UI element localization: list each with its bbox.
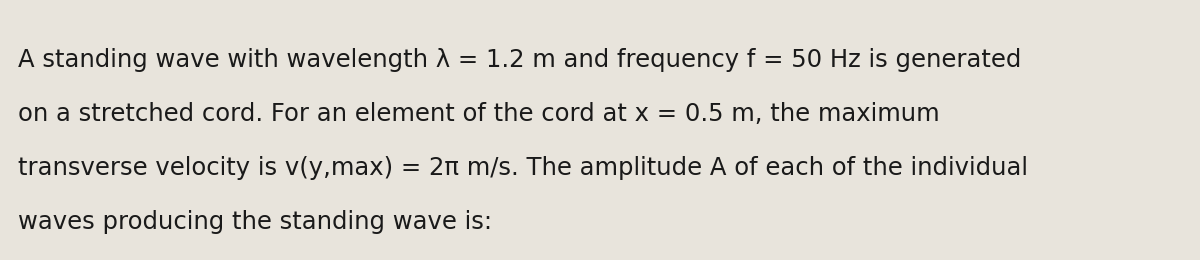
Text: A standing wave with wavelength λ = 1.2 m and frequency f = 50 Hz is generated: A standing wave with wavelength λ = 1.2 … [18,48,1021,72]
Text: waves producing the standing wave is:: waves producing the standing wave is: [18,210,492,234]
Text: transverse velocity is v(y,max) = 2π m/s. The amplitude A of each of the individ: transverse velocity is v(y,max) = 2π m/s… [18,156,1028,180]
Text: on a stretched cord. For an element of the cord at x = 0.5 m, the maximum: on a stretched cord. For an element of t… [18,102,940,126]
